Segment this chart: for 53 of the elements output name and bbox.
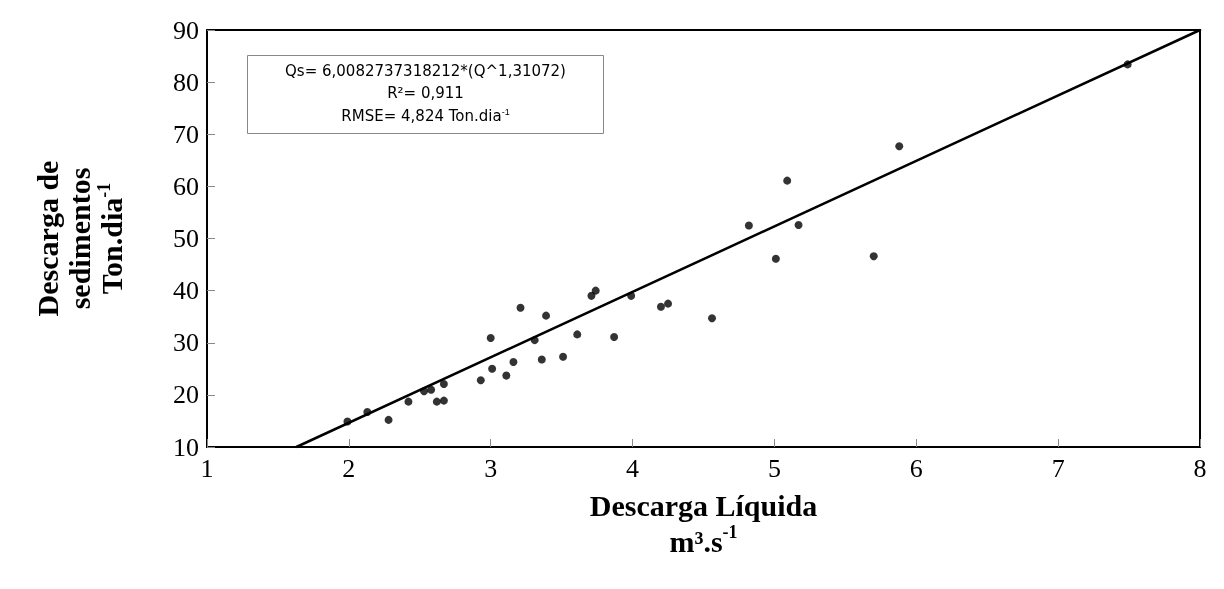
point bbox=[708, 314, 717, 323]
point bbox=[509, 358, 518, 367]
y-tick-label: 40 bbox=[173, 276, 199, 306]
point bbox=[439, 379, 448, 388]
point bbox=[771, 254, 780, 263]
point bbox=[794, 220, 803, 229]
point bbox=[343, 417, 352, 426]
point bbox=[542, 311, 551, 320]
point bbox=[420, 387, 429, 396]
y-tick-label: 20 bbox=[173, 380, 199, 410]
point bbox=[502, 371, 511, 380]
x-tick-label: 6 bbox=[909, 453, 923, 483]
x-tick-label: 2 bbox=[342, 453, 356, 483]
point bbox=[587, 291, 596, 300]
y-tick-label: 80 bbox=[173, 67, 199, 97]
point bbox=[559, 352, 568, 361]
x-tick-label: 7 bbox=[1051, 453, 1065, 483]
point bbox=[427, 385, 436, 394]
point bbox=[591, 286, 600, 295]
x-tick-label: 1 bbox=[200, 453, 214, 483]
point bbox=[439, 396, 448, 405]
y-tick-label: 30 bbox=[173, 328, 199, 358]
point bbox=[476, 376, 485, 385]
y-tick-label: 70 bbox=[173, 119, 199, 149]
point bbox=[432, 397, 441, 406]
y-tick-label: 90 bbox=[173, 15, 199, 45]
y-tick-label: 50 bbox=[173, 224, 199, 253]
y-tick-label: 10 bbox=[173, 432, 199, 462]
point bbox=[537, 355, 546, 364]
x-tick-label: 3 bbox=[484, 453, 498, 483]
point bbox=[664, 299, 673, 308]
point bbox=[404, 397, 413, 406]
y-tick-label: 60 bbox=[173, 171, 199, 201]
point bbox=[486, 334, 495, 343]
x-tick-label: 4 bbox=[626, 453, 640, 483]
point bbox=[895, 142, 904, 151]
point bbox=[516, 303, 525, 312]
point bbox=[744, 221, 753, 230]
point bbox=[610, 333, 619, 342]
x-tick-label: 5 bbox=[767, 453, 781, 483]
point bbox=[488, 364, 497, 373]
point bbox=[783, 176, 792, 185]
point bbox=[363, 408, 372, 417]
point bbox=[573, 330, 582, 339]
point bbox=[530, 336, 539, 345]
point bbox=[656, 302, 665, 311]
point bbox=[869, 252, 878, 261]
point bbox=[1123, 60, 1132, 69]
annotation: R²= 0,911 bbox=[387, 84, 464, 102]
x-tick-label: 8 bbox=[1193, 453, 1207, 483]
annotation: Qs= 6,0082737318212*(Q^1,31072) bbox=[285, 62, 566, 80]
point bbox=[384, 415, 393, 424]
point bbox=[627, 291, 636, 300]
